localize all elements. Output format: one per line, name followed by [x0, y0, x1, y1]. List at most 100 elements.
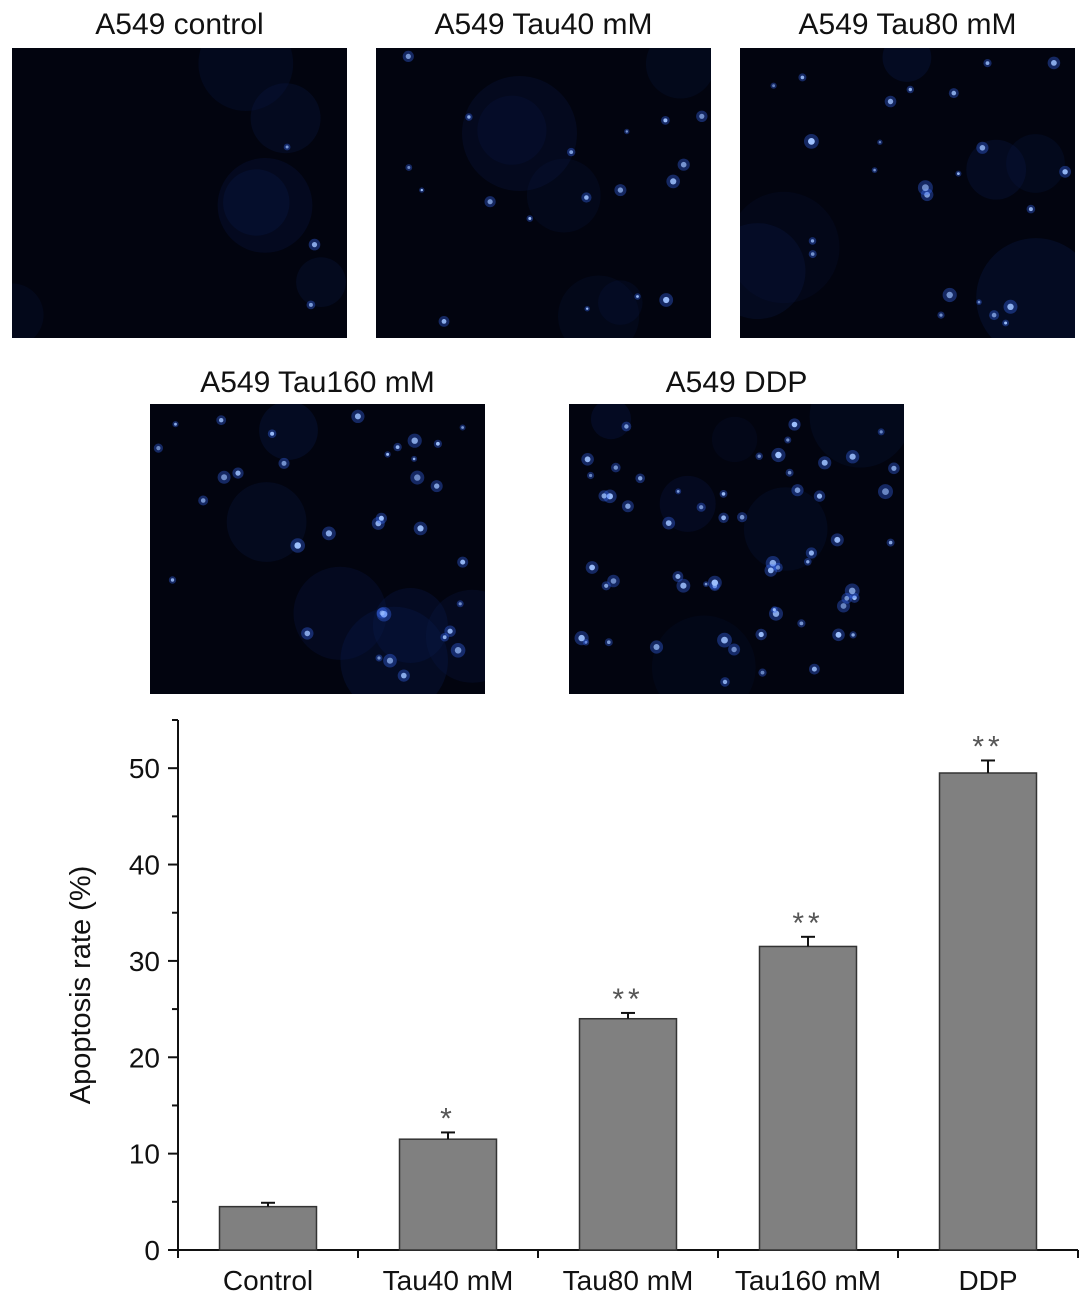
- stained-nucleus: [378, 515, 384, 521]
- stained-nucleus: [414, 474, 421, 481]
- stained-nucleus: [638, 476, 643, 481]
- stained-nucleus: [775, 565, 781, 570]
- stained-nucleus: [375, 520, 382, 527]
- significance-mark-1: *: [440, 1102, 456, 1135]
- stained-nucleus: [722, 679, 728, 685]
- background-haze: [976, 238, 1075, 338]
- stained-nucleus: [711, 579, 718, 586]
- stained-nucleus: [617, 187, 624, 193]
- stained-nucleus: [569, 150, 574, 154]
- stained-nucleus: [979, 145, 986, 151]
- stained-nucleus: [528, 217, 532, 220]
- y-tick-label: 20: [129, 1042, 160, 1073]
- stained-nucleus: [665, 520, 672, 526]
- stained-nucleus: [851, 633, 855, 637]
- stained-nucleus: [467, 115, 471, 119]
- stained-nucleus: [680, 582, 687, 589]
- micrograph-ddp: [569, 404, 904, 694]
- stained-nucleus: [1028, 207, 1033, 212]
- stained-nucleus: [879, 430, 883, 434]
- stained-nucleus: [808, 550, 814, 556]
- background-haze: [425, 589, 485, 683]
- background-haze: [526, 158, 601, 233]
- stained-nucleus: [625, 503, 631, 509]
- stained-nucleus: [200, 498, 206, 503]
- stained-nucleus: [653, 644, 660, 650]
- stained-nucleus: [844, 595, 850, 601]
- background-haze: [293, 566, 387, 660]
- stained-nucleus: [772, 84, 775, 88]
- chart-labels: 0 10 20 30 40 50 Apoptosis rate (%) Control * Tau…: [65, 730, 1018, 1296]
- background-haze: [477, 95, 547, 165]
- stained-nucleus: [405, 53, 411, 59]
- stained-nucleus: [769, 559, 777, 567]
- stained-nucleus: [787, 470, 792, 475]
- background-haze: [659, 475, 716, 532]
- stained-nucleus: [1062, 169, 1068, 175]
- stained-nucleus: [946, 291, 953, 299]
- stained-nucleus: [849, 453, 856, 460]
- stained-nucleus: [411, 437, 418, 444]
- stained-nucleus: [835, 631, 842, 638]
- micrograph-background: [740, 48, 1075, 338]
- stained-nucleus: [721, 636, 728, 644]
- stained-nucleus: [775, 451, 782, 459]
- micrograph-tau40: [376, 48, 711, 338]
- stained-nucleus: [991, 312, 997, 318]
- stained-nucleus: [156, 446, 161, 451]
- background-haze: [12, 283, 44, 338]
- stained-nucleus: [772, 610, 780, 617]
- background-haze: [259, 404, 318, 460]
- y-tick-label: 30: [129, 946, 160, 977]
- stained-nucleus: [636, 295, 639, 298]
- background-haze: [372, 588, 448, 663]
- stained-nucleus: [447, 628, 453, 634]
- x-category-label-1: Tau40 mM: [383, 1265, 514, 1296]
- stained-nucleus: [704, 582, 708, 586]
- stained-nucleus: [436, 441, 440, 446]
- stained-nucleus: [407, 166, 411, 169]
- stained-nucleus: [772, 608, 776, 612]
- stained-nucleus: [951, 90, 957, 96]
- stained-nucleus: [794, 487, 801, 493]
- x-category-label-4: DDP: [958, 1265, 1017, 1296]
- stained-nucleus: [221, 474, 228, 481]
- background-haze: [598, 280, 643, 325]
- stained-nucleus: [675, 574, 681, 579]
- stained-nucleus: [401, 672, 407, 679]
- stained-nucleus: [680, 161, 687, 168]
- x-category-label-2: Tau80 mM: [563, 1265, 694, 1296]
- bar-3: [758, 945, 858, 1251]
- stained-nucleus: [739, 514, 745, 520]
- stained-nucleus: [487, 199, 493, 205]
- apoptosis-bar-chart: 0 10 20 30 40 50 Apoptosis rate (%) Control * Tau…: [65, 719, 1079, 1296]
- background-haze: [1006, 134, 1065, 193]
- panel-title-tau80: A549 Tau80 mM: [798, 8, 1017, 41]
- background-haze: [296, 257, 346, 307]
- stained-nucleus: [810, 252, 815, 256]
- background-haze: [590, 404, 632, 440]
- stained-nucleus: [908, 87, 912, 92]
- stained-nucleus: [721, 492, 726, 496]
- stained-nucleus: [878, 141, 882, 144]
- stained-nucleus: [799, 621, 804, 626]
- background-haze: [740, 191, 840, 304]
- stained-nucleus: [757, 454, 761, 458]
- micrograph-background: [12, 48, 347, 338]
- stained-nucleus: [606, 493, 613, 500]
- stained-nucleus: [281, 460, 287, 466]
- stained-nucleus: [613, 465, 618, 470]
- significance-mark-3: **: [792, 907, 823, 940]
- x-category-label-3: Tau160 mM: [735, 1265, 881, 1296]
- background-haze: [743, 487, 828, 571]
- stained-nucleus: [311, 242, 318, 248]
- y-tick-label: 0: [144, 1235, 160, 1266]
- stained-nucleus: [791, 421, 798, 428]
- stained-nucleus: [308, 302, 313, 307]
- stained-nucleus: [624, 424, 629, 429]
- stained-nucleus: [767, 567, 774, 574]
- background-haze: [340, 606, 448, 694]
- background-haze: [711, 416, 758, 463]
- stained-nucleus: [957, 172, 960, 175]
- micrograph-tau160: [150, 404, 485, 694]
